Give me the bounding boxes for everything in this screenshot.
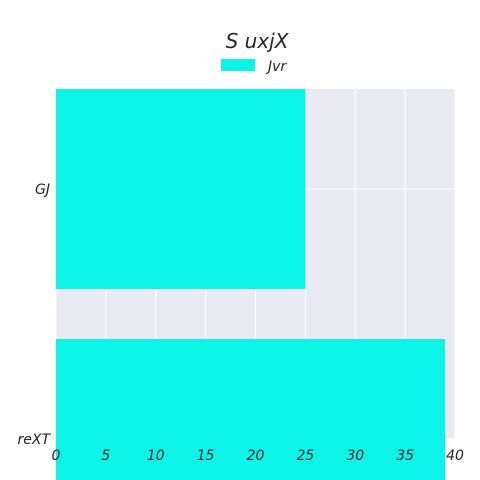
x-tick-label: 0 xyxy=(52,448,61,464)
legend-label: Jvr xyxy=(265,59,287,75)
x-tick-label: 5 xyxy=(101,448,110,464)
legend-swatch xyxy=(221,59,255,71)
x-tick-label: 10 xyxy=(147,448,165,464)
x-tick-label: 15 xyxy=(197,448,215,464)
bars xyxy=(56,89,446,480)
y-tick-label: GJ xyxy=(35,182,50,198)
bar-rext xyxy=(56,339,446,480)
bar-gj xyxy=(56,89,306,289)
x-tick-label: 20 xyxy=(247,448,265,464)
y-tick-label: reXT xyxy=(17,432,51,448)
x-tick-label: 40 xyxy=(446,448,464,464)
legend: Jvr xyxy=(221,59,287,75)
y-axis-tick-labels: GJ reXT xyxy=(17,182,51,448)
x-tick-label: 25 xyxy=(296,448,314,464)
x-tick-label: 35 xyxy=(396,448,414,464)
x-tick-label: 30 xyxy=(346,448,364,464)
chart-title: S uxjX xyxy=(226,29,290,53)
x-axis-tick-labels: 0 5 10 15 20 25 30 35 40 xyxy=(52,448,464,464)
